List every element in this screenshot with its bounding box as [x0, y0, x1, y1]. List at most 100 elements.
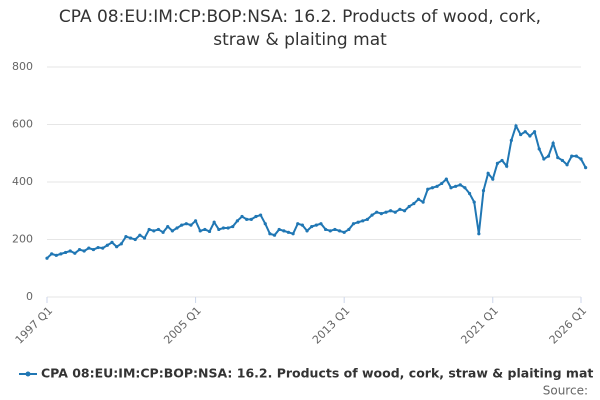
point — [259, 213, 263, 217]
point — [426, 187, 430, 191]
point — [500, 158, 504, 163]
legend-marker — [25, 371, 31, 377]
point — [342, 230, 346, 234]
point — [393, 210, 397, 214]
point — [156, 227, 161, 232]
point — [189, 223, 193, 227]
point — [365, 217, 369, 221]
point — [584, 166, 588, 170]
y-tick-label: 0 — [26, 290, 33, 303]
point — [310, 224, 314, 229]
source-label: Source: — [543, 384, 588, 398]
point — [175, 226, 179, 230]
point — [198, 229, 202, 233]
point — [133, 237, 137, 242]
point — [73, 251, 77, 255]
point — [523, 130, 527, 134]
point — [105, 243, 109, 247]
point — [463, 186, 467, 190]
point — [63, 250, 68, 255]
x-tick-label: 2021 Q1 — [458, 304, 501, 347]
point — [226, 226, 230, 230]
point — [110, 240, 114, 244]
point — [319, 222, 323, 226]
y-tick-label: 800 — [12, 60, 33, 73]
point — [472, 200, 476, 204]
point — [458, 183, 462, 187]
point — [481, 189, 486, 193]
point — [421, 200, 425, 204]
point — [537, 147, 541, 151]
point — [551, 141, 555, 145]
x-tick-label: 1997 Q1 — [13, 304, 56, 347]
x-tick-label: 2005 Q1 — [161, 304, 204, 347]
point — [221, 226, 226, 230]
point — [142, 236, 147, 240]
x-tick-label: 2013 Q1 — [310, 304, 353, 347]
point — [565, 163, 569, 167]
point — [305, 229, 309, 233]
point — [152, 229, 156, 233]
point — [449, 186, 453, 190]
point — [161, 230, 165, 234]
point — [91, 247, 96, 252]
point — [574, 154, 578, 158]
point — [384, 210, 388, 214]
point — [361, 219, 365, 223]
point — [560, 158, 565, 163]
point — [249, 217, 253, 221]
point — [45, 256, 49, 260]
point — [180, 223, 184, 227]
point — [444, 177, 448, 181]
point — [231, 224, 235, 229]
point — [68, 249, 72, 253]
point — [286, 230, 291, 234]
point — [138, 233, 142, 237]
point — [370, 213, 374, 217]
point — [477, 232, 481, 236]
point — [389, 209, 393, 213]
point — [546, 154, 551, 158]
point — [296, 222, 300, 226]
point — [379, 212, 383, 216]
point — [314, 223, 318, 227]
x-tick-label: 2026 Q1 — [547, 304, 590, 347]
point — [128, 236, 133, 240]
point — [115, 245, 119, 249]
point — [272, 233, 277, 237]
point — [50, 252, 54, 256]
series-line — [46, 123, 587, 259]
point — [407, 204, 411, 209]
point — [337, 229, 342, 233]
point — [184, 222, 188, 226]
point — [277, 227, 281, 232]
point — [245, 217, 249, 221]
point — [430, 186, 435, 190]
point — [82, 249, 86, 253]
y-tick-label: 600 — [12, 118, 33, 131]
point — [87, 246, 91, 250]
point — [166, 224, 170, 229]
point — [328, 229, 332, 233]
point — [240, 214, 244, 219]
point — [59, 252, 63, 256]
point — [124, 235, 128, 239]
point — [491, 177, 495, 181]
point — [119, 242, 123, 246]
point — [217, 227, 221, 232]
y-tick-label: 400 — [12, 175, 33, 188]
point — [235, 219, 239, 223]
point — [509, 138, 513, 142]
chart-title: CPA 08:EU:IM:CP:BOP:NSA: 16.2. Products … — [58, 7, 542, 50]
point — [333, 227, 337, 232]
point — [291, 232, 295, 236]
point — [528, 134, 532, 138]
point — [556, 155, 560, 160]
point — [282, 229, 286, 233]
point — [505, 164, 509, 168]
point — [402, 209, 407, 213]
point — [440, 181, 444, 186]
point — [495, 161, 500, 165]
point — [570, 154, 574, 158]
